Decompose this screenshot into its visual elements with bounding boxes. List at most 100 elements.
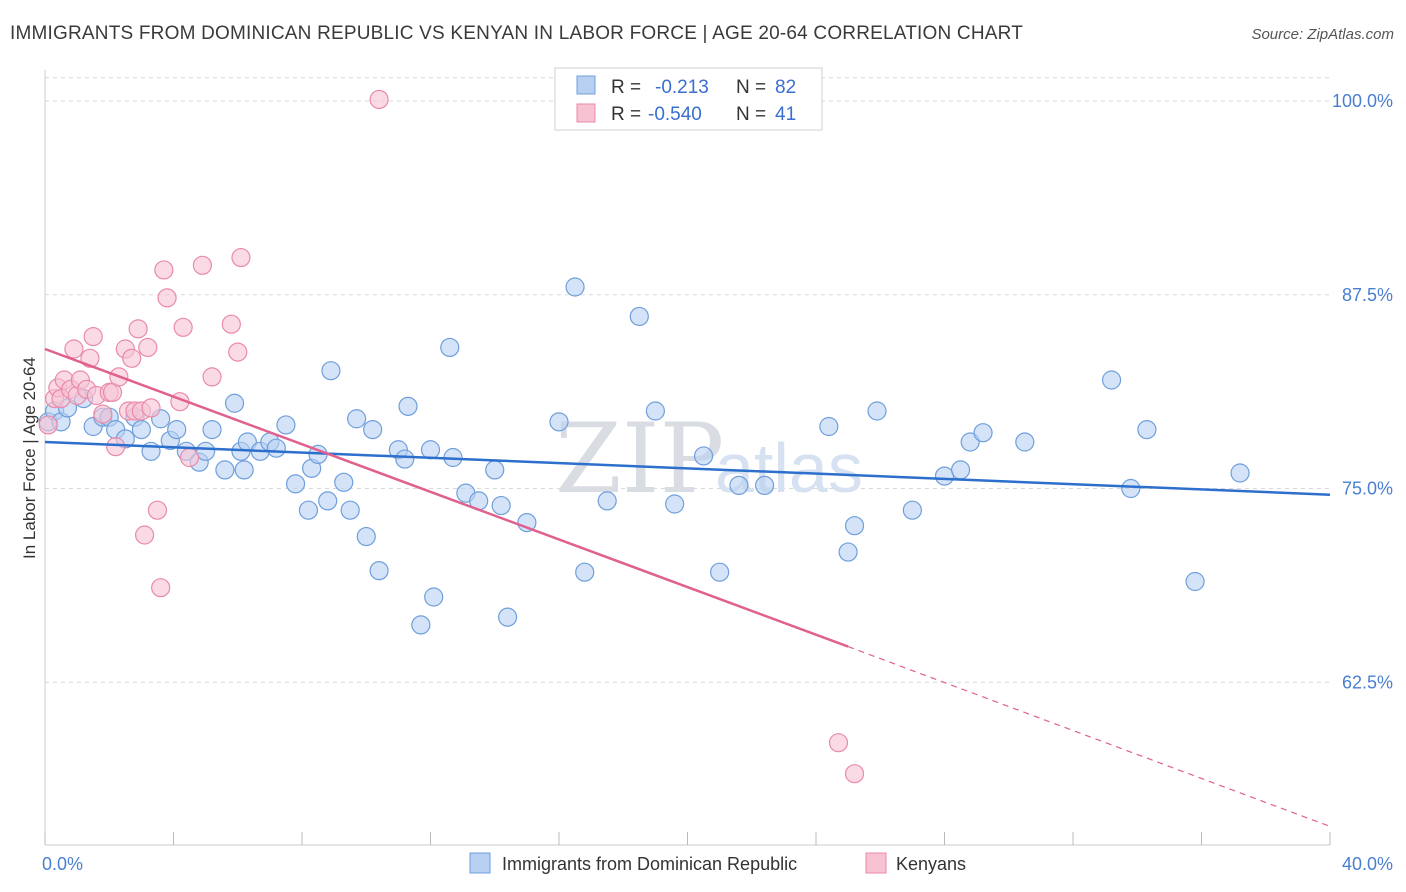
- point-kenyans: [64, 339, 84, 359]
- bottom-legend: Immigrants from Dominican Republic Kenya…: [469, 852, 966, 874]
- point-dominican-republic: [597, 491, 617, 511]
- point-dominican-republic: [347, 409, 367, 429]
- point-dominican-republic: [321, 361, 341, 381]
- point-dominican-republic: [491, 495, 511, 516]
- stats-legend-box: R = -0.213 N = 82 R = -0.540 N = 41: [554, 67, 823, 131]
- stats-legend-frame: [554, 67, 823, 131]
- point-dominican-republic: [196, 441, 216, 461]
- point-dominican-republic: [234, 460, 254, 480]
- point-dominican-republic: [1230, 463, 1250, 483]
- y-tick-label: 75.0%: [1342, 479, 1393, 499]
- point-kenyans: [844, 764, 865, 784]
- point-dominican-republic: [1101, 370, 1122, 390]
- point-dominican-republic: [202, 420, 222, 440]
- point-kenyans: [128, 319, 148, 339]
- point-dominican-republic: [398, 396, 418, 416]
- point-dominican-republic: [420, 440, 441, 460]
- stats-r-value-pink: -0.540: [648, 104, 702, 125]
- point-dominican-republic: [934, 466, 955, 486]
- point-dominican-republic: [1137, 420, 1157, 440]
- point-dominican-republic: [549, 412, 569, 432]
- point-dominican-republic: [167, 420, 187, 440]
- x-axis-ticks: [44, 832, 1331, 845]
- point-dominican-republic: [645, 401, 665, 421]
- point-kenyans: [151, 578, 171, 598]
- point-kenyans: [173, 317, 193, 337]
- point-dominican-republic: [395, 449, 415, 469]
- point-dominican-republic: [754, 475, 775, 495]
- point-dominican-republic: [298, 500, 319, 520]
- point-kenyans: [202, 367, 222, 387]
- point-dominican-republic: [411, 615, 431, 635]
- point-dominican-republic: [729, 475, 749, 495]
- legend-label-dominican-republic: Immigrants from Dominican Republic: [502, 854, 797, 874]
- point-dominican-republic: [224, 393, 245, 413]
- point-dominican-republic: [629, 306, 649, 327]
- stats-legend-swatch-pink: [576, 103, 596, 123]
- point-dominican-republic: [950, 460, 971, 480]
- point-dominican-republic: [334, 472, 354, 492]
- point-dominican-republic: [131, 420, 151, 440]
- point-dominican-republic: [819, 416, 839, 437]
- point-dominican-republic: [276, 415, 296, 435]
- y-axis-tick-labels: 62.5% 75.0% 87.5% 100.0%: [1332, 91, 1393, 692]
- point-dominican-republic: [318, 491, 338, 511]
- point-kenyans: [147, 500, 168, 520]
- point-kenyans: [192, 255, 213, 275]
- point-kenyans: [369, 89, 389, 110]
- point-dominican-republic: [266, 438, 286, 458]
- point-dominican-republic: [867, 401, 887, 421]
- point-kenyans: [231, 247, 251, 268]
- stats-legend-swatch-blue: [576, 75, 596, 95]
- point-kenyans: [179, 447, 200, 468]
- point-kenyans: [221, 314, 241, 334]
- point-kenyans: [38, 415, 58, 435]
- point-dominican-republic: [565, 277, 585, 297]
- point-dominican-republic: [285, 474, 306, 494]
- point-dominican-republic: [340, 500, 360, 520]
- point-dominican-republic: [1121, 478, 1141, 499]
- point-kenyans: [93, 404, 113, 424]
- y-tick-label: 100.0%: [1332, 91, 1393, 111]
- point-dominican-republic: [665, 494, 685, 514]
- y-tick-label: 62.5%: [1342, 672, 1393, 692]
- stats-n-label-blue: N =: [736, 77, 766, 98]
- x-tick-label-min: 0.0%: [42, 854, 83, 874]
- stats-r-value-blue: -0.213: [655, 77, 709, 98]
- point-kenyans: [122, 348, 142, 368]
- point-dominican-republic: [424, 587, 444, 607]
- point-dominican-republic: [215, 460, 235, 480]
- chart-source: Source: ZipAtlas.com: [1251, 26, 1394, 43]
- trend-line-dominican-republic: [44, 440, 1331, 496]
- y-axis-title: In Labor Force | Age 20-64: [20, 357, 39, 559]
- point-dominican-republic: [369, 561, 389, 581]
- stats-n-label-pink: N =: [736, 104, 766, 125]
- trend-lines: [44, 347, 1331, 827]
- grid-lines: [45, 77, 1330, 683]
- y-tick-label: 87.5%: [1342, 285, 1393, 305]
- point-dominican-republic: [710, 562, 730, 582]
- point-kenyans: [106, 437, 126, 457]
- legend-label-kenyans: Kenyans: [896, 854, 966, 874]
- point-dominican-republic: [693, 446, 714, 466]
- chart-title: IMMIGRANTS FROM DOMINICAN REPUBLIC VS KE…: [10, 23, 1023, 44]
- point-kenyans: [134, 525, 155, 545]
- point-dominican-republic: [973, 423, 993, 443]
- stats-r-label-pink: R =: [611, 104, 641, 125]
- trend-line-kenyans-extension: [847, 646, 1331, 827]
- point-dominican-republic: [363, 420, 383, 440]
- trend-line-kenyans: [44, 347, 849, 648]
- point-kenyans: [157, 288, 177, 308]
- stats-n-value-blue: 82: [775, 77, 796, 98]
- point-kenyans: [228, 342, 248, 362]
- point-dominican-republic: [838, 542, 858, 562]
- point-dominican-republic: [575, 562, 595, 582]
- x-tick-label-max: 40.0%: [1342, 854, 1393, 874]
- watermark-atlas: atlas: [715, 429, 863, 507]
- legend-swatch-kenyans: [865, 852, 887, 874]
- point-dominican-republic: [1015, 432, 1035, 452]
- point-dominican-republic: [440, 337, 460, 358]
- point-dominican-republic: [844, 516, 865, 536]
- point-dominican-republic: [902, 500, 922, 520]
